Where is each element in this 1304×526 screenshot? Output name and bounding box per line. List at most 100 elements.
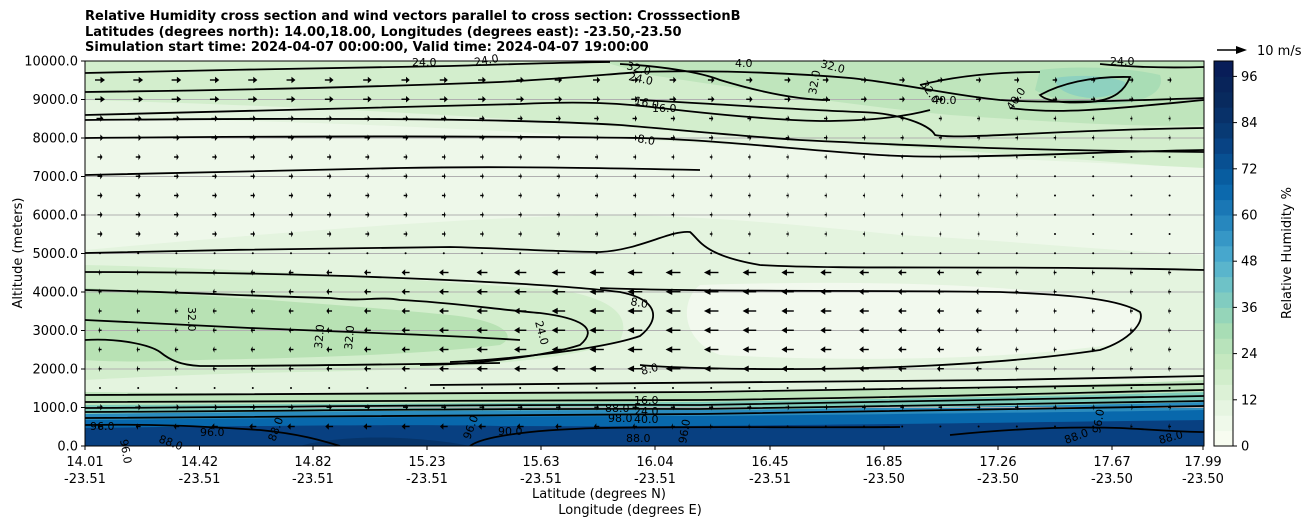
wind-vector (326, 288, 333, 295)
x-tick-label-lon: -23.50 (977, 472, 1019, 487)
colorbar-segment (1214, 430, 1233, 447)
wind-vector (742, 346, 757, 353)
contour-line (1099, 63, 1204, 69)
wind-vector (1015, 425, 1018, 428)
wind-vector (1168, 365, 1172, 372)
contour-label: 16.0 (652, 102, 677, 115)
y-tick-label: 6000.0 (33, 209, 79, 224)
wind-vector (250, 327, 255, 334)
wind-vector (747, 134, 752, 141)
wind-vector (665, 346, 681, 353)
wind-vector (441, 192, 446, 199)
wind-vector (863, 387, 865, 389)
colorbar-tick-label: 72 (1241, 162, 1258, 177)
wind-vector (556, 153, 561, 161)
wind-vector (175, 387, 178, 389)
wind-vector (823, 134, 828, 141)
wind-vector (1053, 115, 1057, 122)
wind-vector (136, 269, 140, 276)
wind-vector (901, 252, 904, 255)
wind-vector (555, 115, 561, 122)
wind-vector (479, 404, 485, 411)
wind-vector (1015, 307, 1019, 315)
wind-vector (288, 327, 294, 334)
wind-vector (710, 387, 713, 389)
colorbar-segment (1214, 122, 1233, 139)
wind-vector (1015, 346, 1019, 353)
colorbar-segment (1214, 338, 1233, 355)
wind-vector (901, 387, 904, 389)
wind-vector (1130, 387, 1133, 389)
wind-vector (404, 252, 407, 255)
fill-boundary-6 (300, 437, 470, 446)
wind-vector (898, 307, 907, 315)
contour-line (639, 99, 1204, 138)
wind-vector (1168, 156, 1171, 158)
colorbar-tick-label: 12 (1241, 393, 1258, 408)
wind-vector (748, 173, 751, 180)
wind-vector (1053, 404, 1057, 411)
wind-vector (938, 404, 943, 411)
wind-vector (589, 307, 604, 315)
wind-vector (862, 134, 866, 141)
contour-label: 96.0 (1090, 408, 1107, 434)
wind-vector (633, 230, 637, 238)
wind-vector (633, 211, 637, 218)
wind-vector (1053, 288, 1057, 295)
wind-vector (1015, 134, 1019, 141)
x-tick-label-lon: -23.51 (64, 472, 106, 487)
wind-vector (746, 96, 753, 103)
wind-vector (1054, 175, 1056, 178)
y-tick-label: 0.0 (57, 440, 78, 455)
wind-vector (1016, 153, 1018, 161)
x-tick-label-lat: 17.26 (979, 455, 1016, 470)
wind-vector (595, 387, 598, 389)
wind-vector (589, 346, 604, 353)
colorbar-segment (1214, 199, 1233, 216)
colorbar-segment (1214, 369, 1233, 385)
wind-vector (863, 425, 865, 428)
wind-vector (595, 173, 599, 180)
wind-vector (173, 404, 180, 411)
wind-vector (173, 423, 180, 430)
wind-vector (250, 153, 256, 161)
contour-line (429, 375, 1204, 386)
wind-vector (135, 153, 141, 161)
wind-vector (326, 307, 333, 315)
wind-vector (551, 365, 566, 372)
wind-vector (212, 288, 217, 295)
wind-vector (212, 192, 217, 199)
wind-vector (288, 346, 294, 353)
wind-vector (518, 173, 522, 180)
wind-vector (669, 96, 677, 103)
wind-vector (709, 404, 714, 411)
wind-vector (365, 211, 370, 218)
wind-vector (1091, 307, 1095, 315)
wind-vector (781, 365, 794, 372)
wind-vector (328, 252, 331, 255)
contour-line (949, 426, 1204, 436)
wind-vector (594, 134, 599, 141)
wind-vector (98, 327, 102, 334)
wind-vector (1168, 252, 1171, 255)
wind-vector (594, 115, 599, 122)
wind-vector (478, 423, 486, 430)
wind-vector (328, 387, 331, 389)
wind-vector (135, 192, 141, 199)
wind-vector (250, 269, 255, 276)
wind-vector (288, 211, 294, 218)
wind-vector (98, 365, 102, 372)
wind-vector (401, 365, 410, 372)
wind-vector (632, 115, 638, 122)
wind-vector (401, 269, 410, 276)
wind-vector (900, 134, 904, 141)
wind-vector (595, 230, 599, 238)
wind-vector (939, 192, 942, 199)
wind-vector (250, 173, 256, 180)
y-axis-label: Altitude (meters) (11, 198, 26, 309)
wind-vector (327, 230, 332, 238)
wind-vector (1130, 194, 1133, 197)
wind-vector (1168, 307, 1172, 315)
wind-vector (209, 76, 220, 84)
wind-vector (742, 269, 757, 276)
